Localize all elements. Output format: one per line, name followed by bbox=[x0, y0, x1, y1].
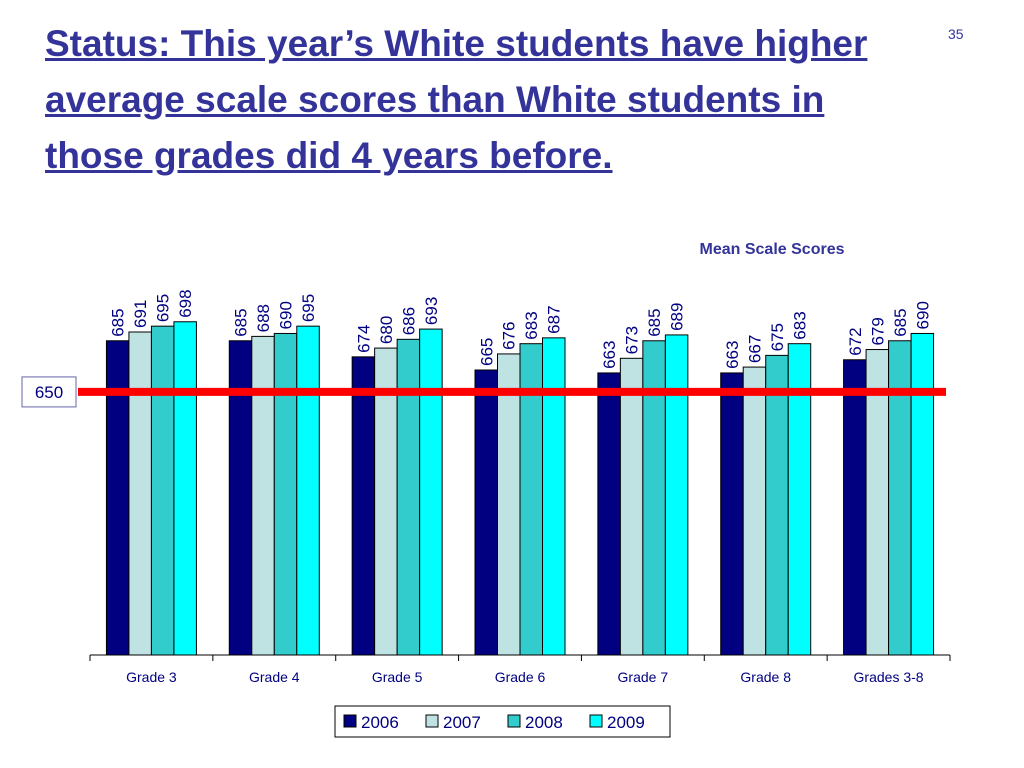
slide-title: Status: This year’s White students have … bbox=[45, 23, 868, 176]
chart-title: Mean Scale Scores bbox=[700, 241, 845, 258]
bar bbox=[419, 328, 443, 656]
value-label: 683 bbox=[522, 311, 541, 339]
bar bbox=[150, 325, 175, 656]
value-label: 687 bbox=[545, 305, 564, 333]
bar bbox=[787, 343, 812, 656]
value-label: 679 bbox=[868, 317, 887, 345]
legend-swatch bbox=[343, 714, 357, 728]
value-label: 685 bbox=[109, 308, 128, 336]
value-label: 674 bbox=[354, 324, 373, 352]
bar bbox=[619, 357, 644, 656]
value-label: 695 bbox=[154, 294, 173, 322]
bar bbox=[497, 353, 521, 656]
bar bbox=[396, 338, 421, 656]
legend-label: 2008 bbox=[525, 713, 563, 732]
value-label: 690 bbox=[277, 301, 296, 329]
bar bbox=[474, 369, 498, 656]
legend-box bbox=[334, 705, 671, 738]
page-number: 35 bbox=[948, 26, 964, 42]
bar bbox=[351, 356, 376, 656]
x-tick-label: Grade 3 bbox=[126, 669, 177, 685]
bar bbox=[173, 321, 197, 656]
x-tick-label: Grade 8 bbox=[740, 669, 791, 685]
reference-label: 650 bbox=[35, 383, 63, 402]
bar bbox=[910, 332, 935, 656]
value-label: 667 bbox=[745, 335, 764, 363]
value-label: 685 bbox=[232, 308, 251, 336]
bar bbox=[273, 332, 298, 656]
legend-swatch bbox=[425, 714, 439, 728]
value-label: 676 bbox=[500, 322, 519, 350]
value-label: 689 bbox=[668, 303, 687, 331]
x-tick-label: Grade 7 bbox=[618, 669, 669, 685]
bar bbox=[105, 340, 130, 656]
x-tick-label: Grades 3-8 bbox=[854, 669, 924, 685]
bar bbox=[228, 340, 253, 656]
legend-label: 2006 bbox=[361, 713, 399, 732]
bar bbox=[720, 372, 744, 656]
bar bbox=[664, 334, 689, 656]
value-label: 673 bbox=[623, 326, 642, 354]
value-label: 663 bbox=[723, 341, 742, 369]
bar bbox=[642, 340, 666, 656]
value-label: 695 bbox=[299, 294, 318, 322]
legend-label: 2009 bbox=[607, 713, 645, 732]
value-label: 663 bbox=[600, 341, 619, 369]
bar bbox=[888, 340, 912, 656]
bar bbox=[128, 331, 152, 656]
value-label: 698 bbox=[176, 289, 195, 317]
x-tick-label: Grade 4 bbox=[249, 669, 300, 685]
bar bbox=[251, 335, 275, 656]
value-label: 688 bbox=[254, 304, 273, 332]
bar bbox=[296, 325, 320, 656]
bar bbox=[765, 354, 789, 656]
value-label: 686 bbox=[399, 307, 418, 335]
value-label: 675 bbox=[768, 323, 787, 351]
value-label: 665 bbox=[477, 338, 496, 366]
x-tick-label: Grade 6 bbox=[495, 669, 546, 685]
bar bbox=[742, 366, 767, 656]
bar bbox=[542, 337, 566, 656]
legend-swatch bbox=[589, 714, 603, 728]
legend-label: 2007 bbox=[443, 713, 481, 732]
legend-swatch bbox=[507, 714, 521, 728]
reference-label-box bbox=[21, 376, 77, 408]
value-label: 685 bbox=[891, 308, 910, 336]
value-label: 693 bbox=[422, 297, 441, 325]
value-label: 685 bbox=[645, 308, 664, 336]
value-label: 691 bbox=[131, 300, 150, 328]
bar bbox=[597, 372, 621, 656]
bar bbox=[843, 359, 867, 656]
value-label: 690 bbox=[913, 301, 932, 329]
value-label: 683 bbox=[790, 311, 809, 339]
x-tick-label: Grade 5 bbox=[372, 669, 423, 685]
value-label: 672 bbox=[846, 327, 865, 355]
value-label: 680 bbox=[377, 316, 396, 344]
